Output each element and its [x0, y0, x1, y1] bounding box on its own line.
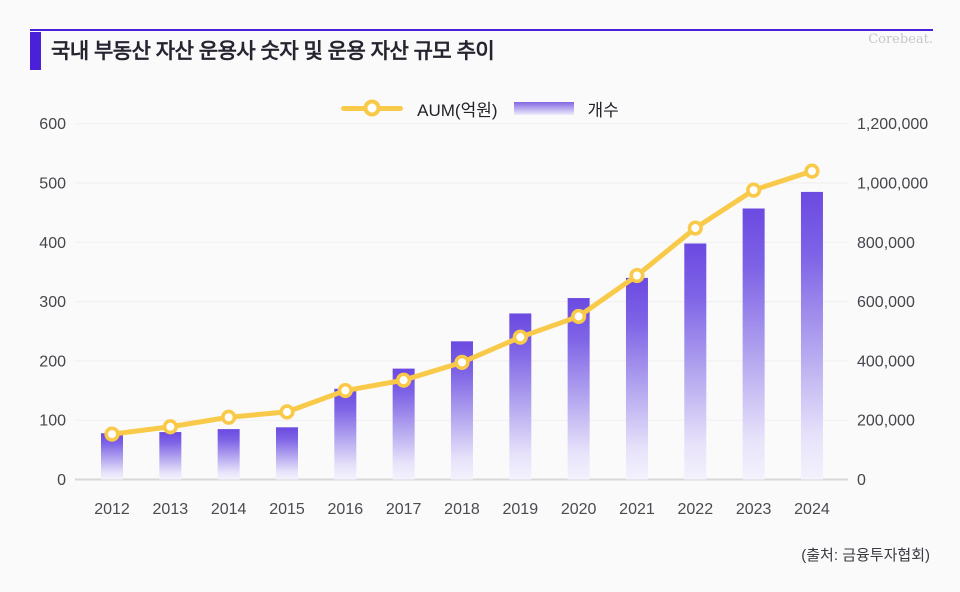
x-axis-label: 2017 — [386, 501, 422, 518]
source-note: (출처: 금융투자협회) — [801, 547, 930, 564]
bar-2015 — [275, 427, 298, 480]
x-axis-label: 2020 — [561, 501, 597, 518]
x-axis-label: 2015 — [269, 501, 305, 518]
left-axis-tick: 100 — [39, 413, 66, 430]
x-axis-label: 2022 — [678, 501, 714, 518]
marker-2013 — [162, 419, 178, 435]
marker-2021 — [629, 267, 645, 284]
right-axis-tick: 600,000 — [857, 294, 915, 311]
legend-line-swatch — [341, 99, 404, 117]
bar-2022 — [684, 243, 707, 480]
bar-2017 — [392, 368, 415, 480]
x-axis-label: 2021 — [619, 501, 655, 518]
x-axis-label: 2023 — [736, 501, 772, 518]
marker-2015 — [279, 404, 295, 420]
chart-legend: AUM(억원) 개수 — [0, 96, 960, 121]
marker-2014 — [221, 409, 237, 425]
right-axis-tick: 1,000,000 — [857, 176, 928, 193]
marker-2023 — [746, 182, 762, 198]
left-axis-tick: 0 — [57, 472, 66, 489]
marker-2012 — [104, 426, 120, 442]
bar-2024 — [800, 191, 823, 480]
x-axis-label: 2012 — [94, 501, 130, 518]
axis-labels: 0 0 100 200,000 200 400,000 300 600,000 400 800,0… — [39, 116, 928, 518]
x-axis-label: 2016 — [328, 501, 364, 518]
bar-2013 — [159, 432, 182, 480]
left-axis-tick: 200 — [39, 353, 66, 370]
marker-2022 — [687, 220, 703, 236]
title-accent-bar — [30, 32, 41, 70]
bar-series — [101, 191, 823, 480]
legend-label-aum: AUM(억원) — [417, 100, 498, 120]
x-axis-label: 2019 — [503, 501, 539, 518]
brand-watermark: Corebeat. — [868, 32, 933, 47]
legend-line-marker-icon — [363, 99, 381, 117]
right-axis-tick: 1,200,000 — [857, 116, 928, 133]
marker-2024 — [804, 163, 820, 179]
marker-2019 — [512, 329, 528, 345]
marker-2017 — [396, 372, 412, 388]
bar-2019 — [509, 313, 532, 480]
bar-2014 — [217, 429, 240, 480]
bar-2018 — [450, 341, 473, 480]
bar-2012 — [101, 433, 123, 480]
bar-2023 — [742, 208, 765, 480]
x-axis-label: 2024 — [794, 501, 830, 518]
x-axis-label: 2018 — [444, 501, 480, 518]
legend-bar-swatch — [513, 101, 574, 115]
page-title: 국내 부동산 자산 운용사 숫자 및 운용 자산 규모 추이 — [51, 40, 495, 63]
legend-label-count: 개수 — [587, 100, 619, 120]
x-axis-label: 2014 — [211, 501, 247, 518]
marker-2020 — [571, 308, 587, 325]
right-axis-tick: 0 — [857, 472, 866, 489]
bar-2020 — [567, 298, 590, 480]
left-axis-tick: 600 — [39, 116, 66, 133]
bar-2021 — [625, 277, 648, 480]
bar-2016 — [334, 388, 357, 480]
left-axis-tick: 500 — [39, 176, 66, 193]
left-axis-tick: 400 — [39, 235, 66, 252]
marker-2018 — [454, 354, 470, 370]
legend-item-aum: AUM(억원) — [341, 96, 498, 121]
line-series — [104, 163, 820, 442]
legend-item-count: 개수 — [513, 96, 619, 121]
marker-2016 — [337, 382, 353, 399]
right-axis-tick: 400,000 — [857, 353, 915, 370]
x-axis-label: 2013 — [153, 501, 189, 518]
header-rule — [30, 29, 933, 31]
left-axis-tick: 300 — [39, 294, 66, 311]
right-axis-tick: 200,000 — [857, 413, 915, 430]
right-axis-tick: 800,000 — [857, 235, 915, 252]
